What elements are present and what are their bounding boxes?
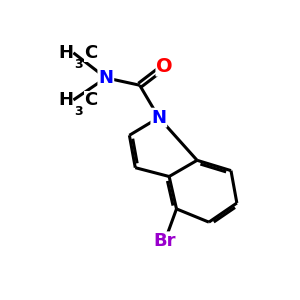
Text: Br: Br	[154, 232, 176, 250]
Text: 3: 3	[74, 58, 83, 71]
Text: N: N	[98, 69, 113, 87]
Text: 3: 3	[74, 105, 83, 118]
Text: N: N	[151, 109, 166, 127]
Text: C: C	[84, 44, 97, 62]
Text: O: O	[156, 57, 173, 76]
Text: H: H	[58, 44, 74, 62]
Text: H: H	[58, 91, 74, 109]
Text: C: C	[84, 91, 97, 109]
